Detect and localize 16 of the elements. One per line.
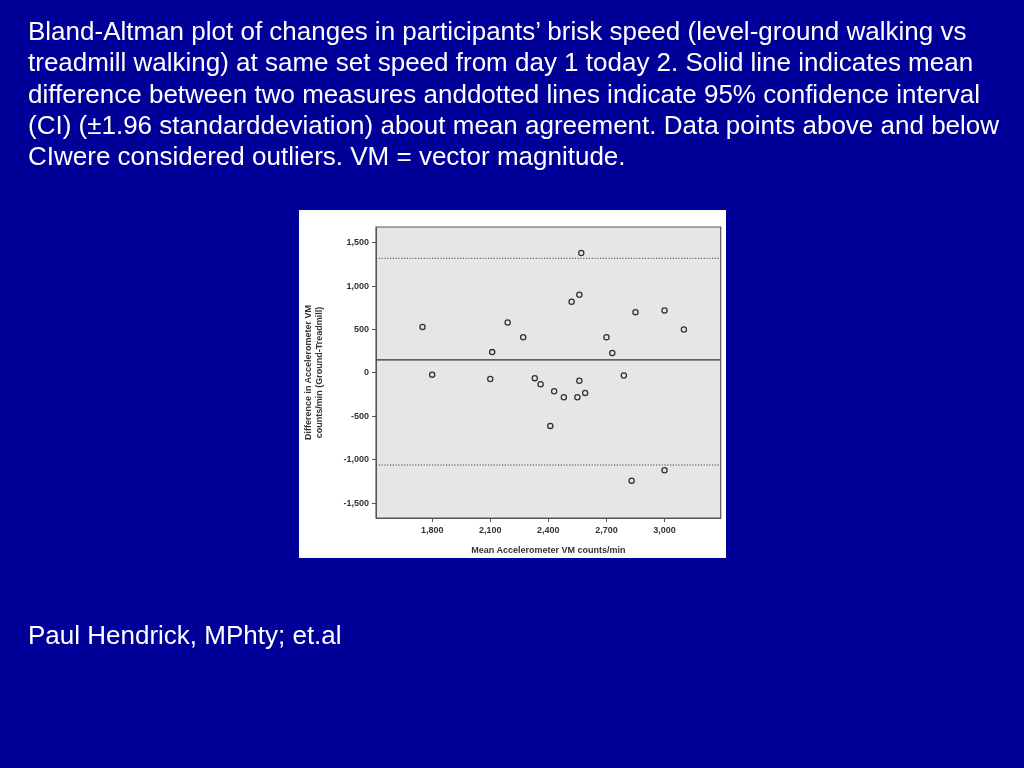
- y-tick-label: -1,000: [343, 454, 369, 465]
- y-tick-label: 0: [363, 367, 369, 378]
- x-axis-title: Mean Accelerometer VM counts/min: [471, 545, 626, 556]
- y-tick-label: -500: [350, 410, 369, 421]
- y-tick-label: 1,500: [346, 237, 369, 248]
- text: Paul Hendrick, MPhty; et.al: [28, 620, 342, 651]
- y-tick-label: 1,000: [346, 280, 369, 291]
- x-tick-label: 1,800: [420, 524, 444, 535]
- x-tick-label: 2,400: [537, 524, 560, 535]
- x-tick-label: 3,000: [653, 524, 676, 535]
- x-tick-label: 2,700: [595, 524, 618, 535]
- y-axis-title: Difference in Accelerometer VM counts/min (Ground-Treadmill): [302, 304, 324, 441]
- chart-title: Bland-Altman plot of changes in participants’ brisk speed (level-ground walking vs treadmill walking) at same set speed from day 1 today 2. Solid line indicates mean difference between two measures anddotted lines indicate 95% confidence interval (CI) (±1.96 standarddeviation) about mean agreement. Data points above and below CIwere considered outliers. VM = vector magnitude.: [28, 16, 1001, 173]
- y-tick-label: 500: [353, 323, 369, 334]
- x-tick-label: 2,100: [478, 524, 502, 535]
- y-tick-label: -1,500: [343, 497, 369, 508]
